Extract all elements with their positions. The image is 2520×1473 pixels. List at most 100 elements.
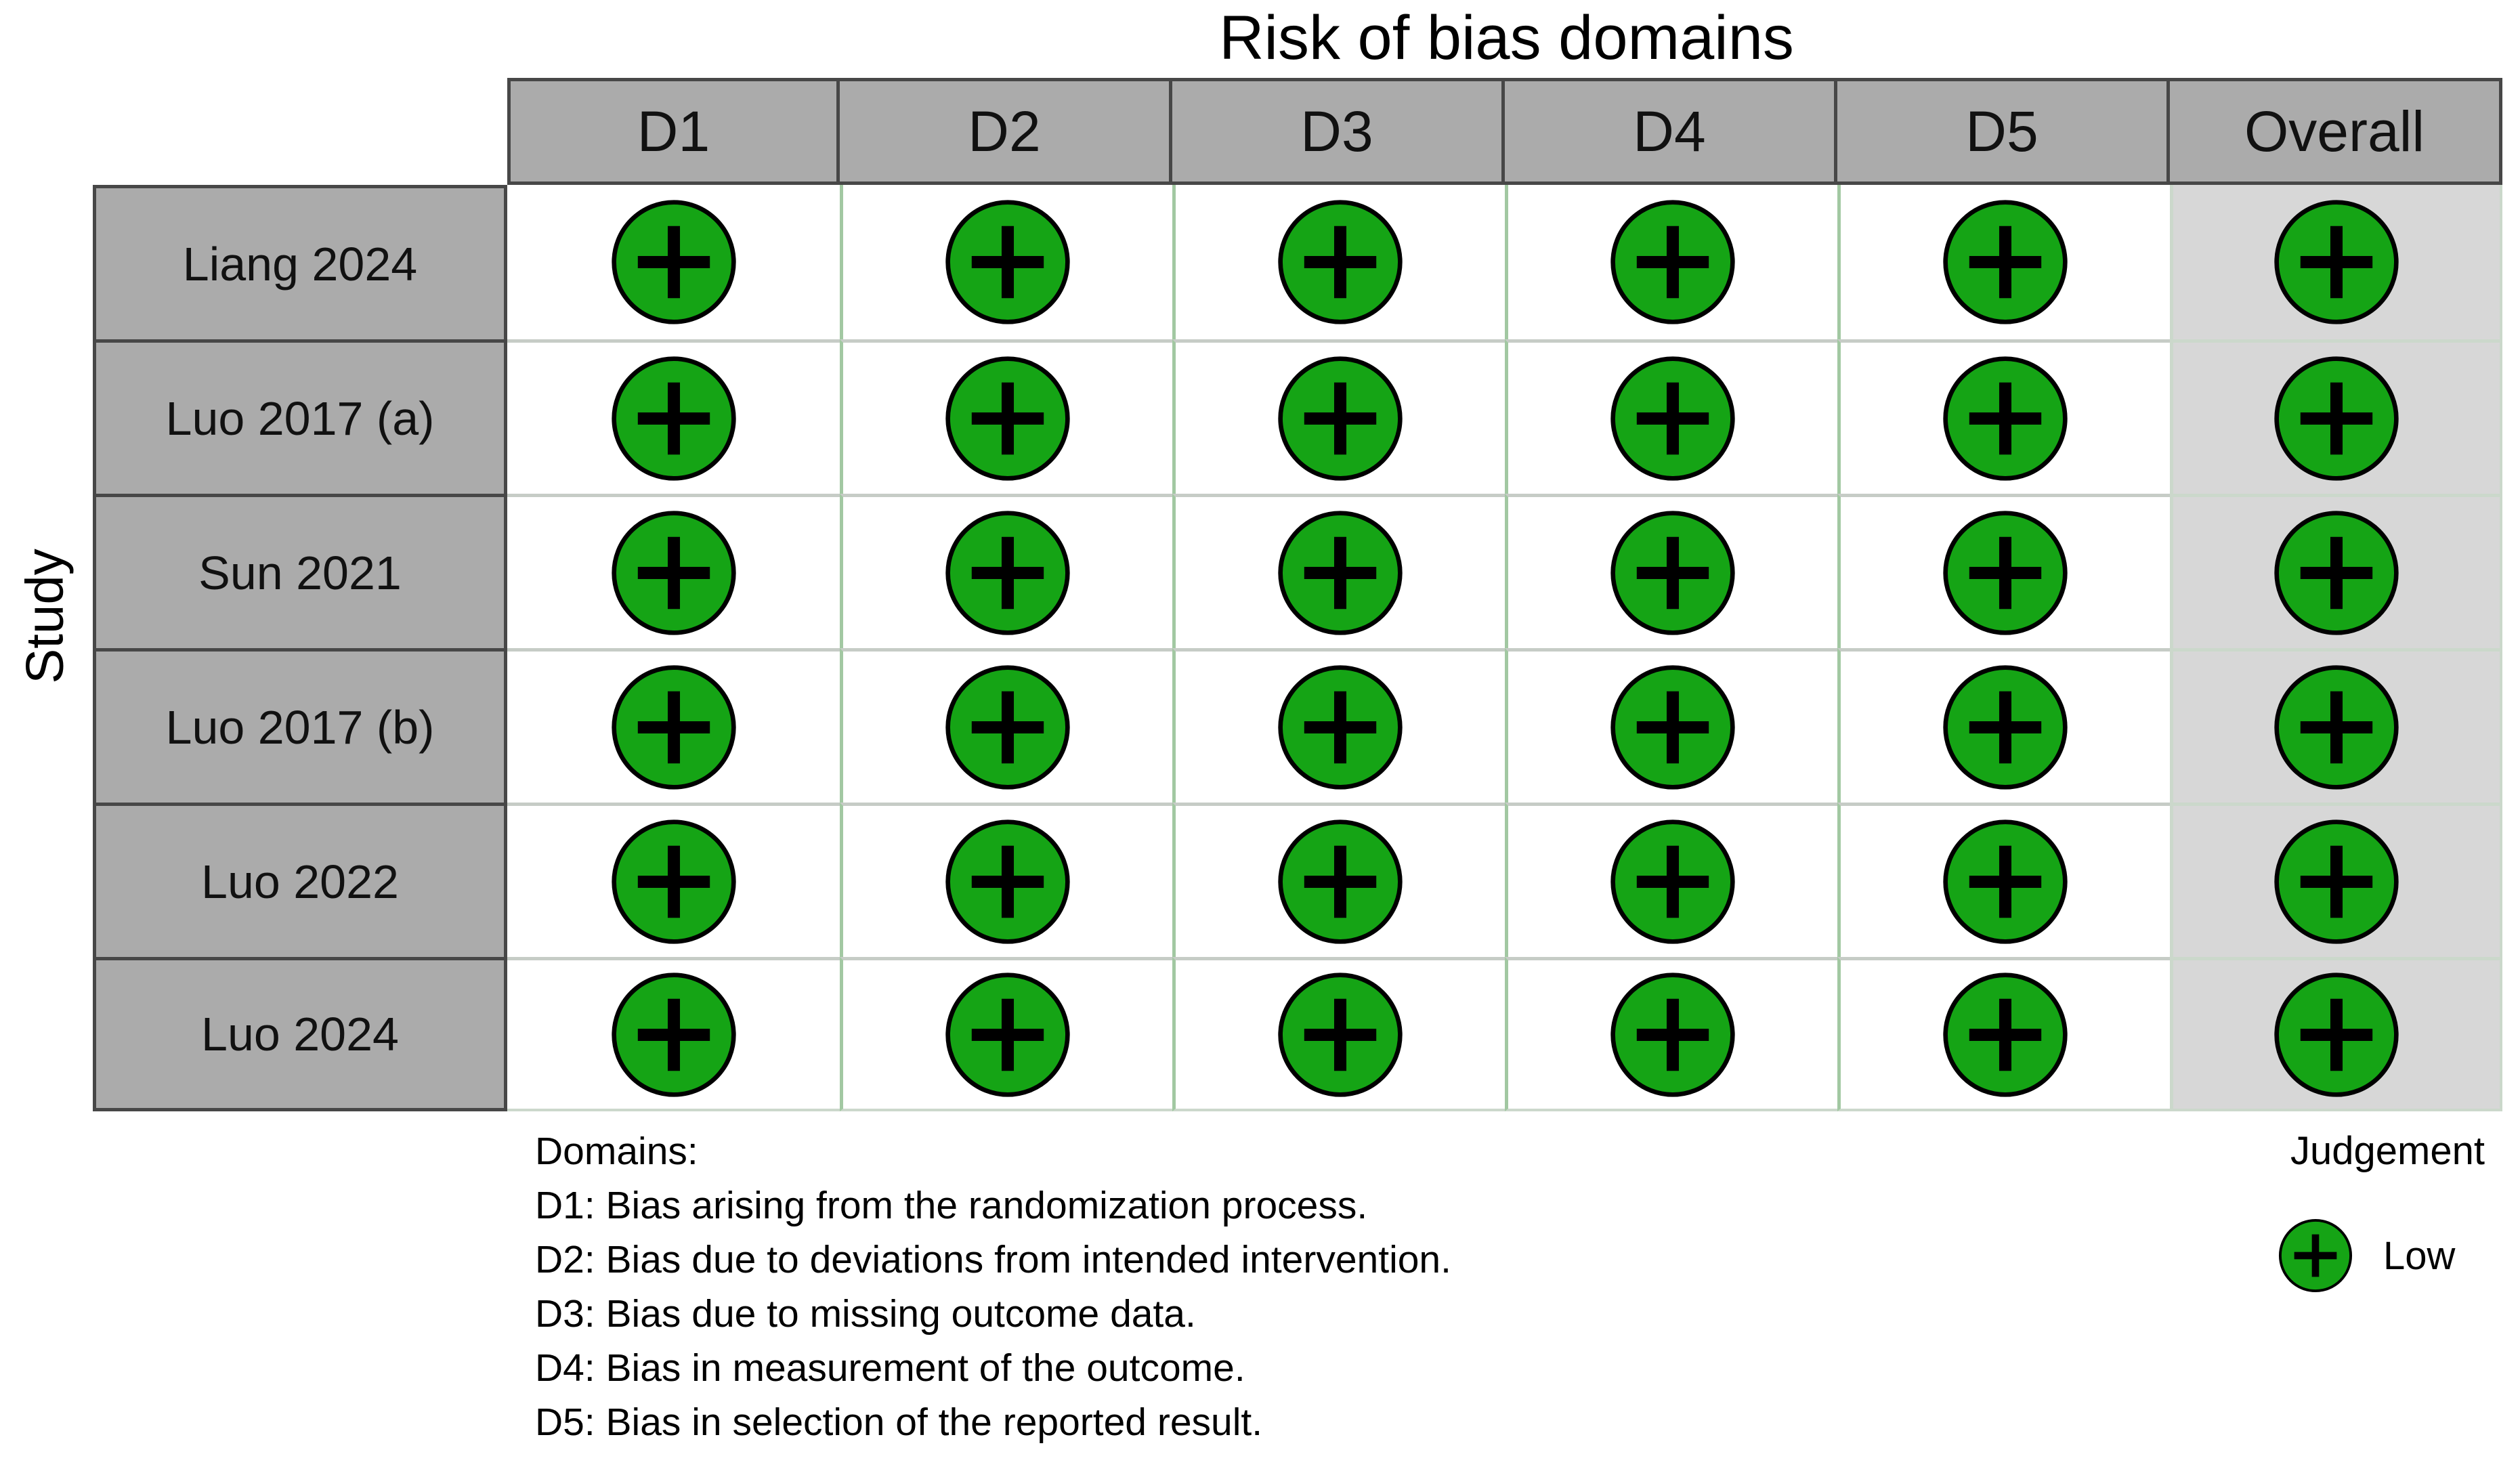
low-risk-plus-icon	[945, 510, 1070, 635]
low-risk-plus-icon	[1943, 356, 2068, 481]
column-header-d2: D2	[840, 78, 1172, 185]
judgement-cell	[2170, 494, 2502, 648]
low-risk-plus-icon	[1610, 356, 1735, 481]
study-axis-label: Study	[14, 549, 74, 684]
judgement-cell	[507, 957, 840, 1111]
column-header-d5: D5	[1837, 78, 2170, 185]
judgement-cell	[507, 185, 840, 339]
judgement-cell	[2170, 185, 2502, 339]
low-risk-plus-icon	[1943, 200, 2068, 324]
study-label: Luo 2017 (a)	[93, 339, 507, 494]
low-risk-plus-icon	[611, 819, 736, 944]
study-label: Luo 2017 (b)	[93, 648, 507, 803]
judgement-low-label: Low	[2383, 1233, 2456, 1278]
low-risk-plus-icon	[1278, 819, 1403, 944]
domain-definition: D3: Bias due to missing outcome data.	[535, 1292, 1196, 1336]
judgement-cell	[840, 185, 1172, 339]
judgement-cell	[1505, 803, 1837, 957]
judgement-cell	[1505, 957, 1837, 1111]
judgement-cell	[2170, 957, 2502, 1111]
judgement-cell	[2170, 339, 2502, 494]
study-label: Liang 2024	[93, 185, 507, 339]
low-risk-plus-icon	[2274, 664, 2399, 790]
low-risk-plus-icon	[1278, 200, 1403, 324]
judgement-cell	[1505, 494, 1837, 648]
table-corner-spacer	[93, 78, 507, 185]
judgement-cell	[840, 648, 1172, 803]
low-risk-plus-icon	[945, 664, 1070, 790]
low-risk-plus-icon	[611, 510, 736, 635]
judgement-cell	[507, 803, 840, 957]
study-label: Luo 2022	[93, 803, 507, 957]
judgement-cell	[2170, 803, 2502, 957]
judgement-cell	[507, 494, 840, 648]
judgement-cell	[840, 339, 1172, 494]
judgement-cell	[1505, 648, 1837, 803]
low-risk-plus-icon	[2274, 200, 2399, 324]
low-risk-plus-icon	[611, 972, 736, 1097]
judgement-cell	[1172, 185, 1505, 339]
judgement-cell	[1837, 339, 2170, 494]
low-risk-plus-icon	[1610, 664, 1735, 790]
domain-definition: D5: Bias in selection of the reported re…	[535, 1401, 1263, 1444]
study-label: Sun 2021	[93, 494, 507, 648]
figure-title: Risk of bias domains	[1219, 3, 1794, 72]
judgement-cell	[1837, 648, 2170, 803]
low-risk-plus-icon	[1278, 510, 1403, 635]
column-header-d3: D3	[1172, 78, 1505, 185]
low-risk-plus-icon	[611, 200, 736, 324]
judgement-cell	[1172, 339, 1505, 494]
low-risk-plus-icon	[1943, 664, 2068, 790]
low-risk-plus-icon	[1610, 200, 1735, 324]
judgement-cell	[507, 339, 840, 494]
judgement-cell	[1172, 494, 1505, 648]
low-risk-plus-icon	[2274, 356, 2399, 481]
study-label: Luo 2024	[93, 957, 507, 1111]
low-risk-plus-icon	[1610, 972, 1735, 1097]
low-risk-plus-icon	[611, 356, 736, 481]
judgement-cell	[1505, 185, 1837, 339]
low-risk-plus-icon	[945, 356, 1070, 481]
judgement-cell	[1505, 339, 1837, 494]
judgement-cell	[840, 494, 1172, 648]
low-risk-plus-icon	[1278, 356, 1403, 481]
low-risk-plus-icon	[2274, 510, 2399, 635]
low-risk-plus-icon	[2274, 972, 2399, 1097]
judgement-cell	[840, 803, 1172, 957]
low-risk-plus-icon	[2274, 819, 2399, 944]
judgement-cell	[1172, 957, 1505, 1111]
judgement-legend-title: Judgement	[2290, 1129, 2485, 1173]
column-header-d1: D1	[507, 78, 840, 185]
judgement-cell	[1837, 494, 2170, 648]
judgement-cell	[507, 648, 840, 803]
low-risk-plus-icon	[611, 664, 736, 790]
judgement-cell	[1172, 803, 1505, 957]
low-risk-plus-icon	[1278, 664, 1403, 790]
low-risk-plus-icon	[1278, 972, 1403, 1097]
low-risk-plus-icon	[1943, 510, 2068, 635]
low-risk-plus-icon	[1943, 819, 2068, 944]
low-risk-plus-icon	[945, 200, 1070, 324]
domains-legend-heading: Domains:	[535, 1130, 698, 1173]
low-risk-plus-icon	[945, 972, 1070, 1097]
low-risk-plus-icon	[1610, 819, 1735, 944]
judgement-cell	[1172, 648, 1505, 803]
judgement-cell	[2170, 648, 2502, 803]
low-risk-plus-icon	[1943, 972, 2068, 1097]
low-risk-plus-icon	[2278, 1218, 2353, 1293]
judgement-cell	[1837, 957, 2170, 1111]
judgement-cell	[1837, 803, 2170, 957]
judgement-cell	[840, 957, 1172, 1111]
rob-table: D1 D2 D3 D4 D5 Overall Liang 2024 Luo 2017 (a) S…	[93, 78, 2502, 1111]
judgement-legend-item: Low	[2278, 1217, 2455, 1294]
domain-definition: D1: Bias arising from the randomization …	[535, 1184, 1368, 1227]
low-risk-plus-icon	[945, 819, 1070, 944]
domain-definition: D2: Bias due to deviations from intended…	[535, 1238, 1451, 1281]
domains-legend: Domains: D1: Bias arising from the rando…	[535, 1124, 1451, 1449]
domain-definition: D4: Bias in measurement of the outcome.	[535, 1346, 1245, 1390]
low-risk-plus-icon	[1610, 510, 1735, 635]
column-header-overall: Overall	[2170, 78, 2502, 185]
column-header-d4: D4	[1505, 78, 1837, 185]
judgement-cell	[1837, 185, 2170, 339]
